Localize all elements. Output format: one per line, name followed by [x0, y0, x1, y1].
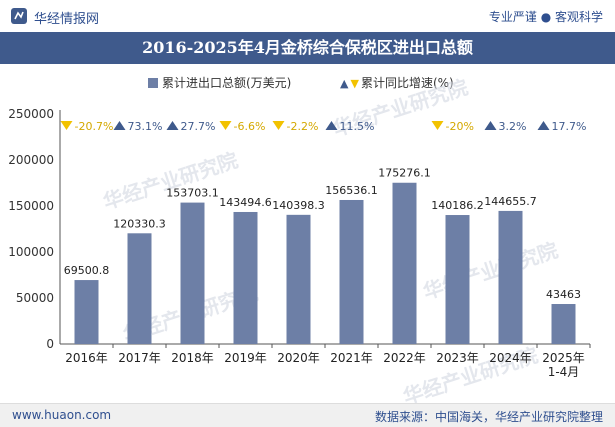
top-bar: 华经情报网 专业严谨 ● 客观科学	[0, 0, 615, 32]
y-tick-label: 200000	[8, 153, 54, 167]
bar-value-label: 156536.1	[325, 184, 378, 197]
growth-down-marker	[219, 121, 232, 130]
x-tick-label-line: 2018年	[171, 351, 214, 365]
x-tick-label: 2020年	[277, 351, 320, 365]
bar-value-label: 140398.3	[272, 199, 325, 212]
growth-label: -20.7%	[75, 120, 114, 133]
bar-value-label: 153703.1	[166, 187, 219, 200]
bar	[445, 215, 470, 344]
triangle-up-icon: ▲	[340, 77, 349, 90]
bar-value-label: 143494.6	[219, 196, 272, 209]
logo-icon	[11, 8, 27, 24]
growth-up-marker	[484, 121, 497, 130]
bar	[127, 233, 152, 344]
y-tick-label: 100000	[8, 245, 54, 259]
x-tick-label-line: 2020年	[277, 351, 320, 365]
x-tick-label: 2018年	[171, 351, 214, 365]
x-tick-label: 2017年	[118, 351, 161, 365]
legend-growth-label: 累计同比增速(%)	[360, 76, 454, 90]
growth-label: -20%	[446, 120, 474, 133]
growth-down-marker	[60, 121, 73, 130]
x-tick-label: 2023年	[436, 351, 479, 365]
bar	[286, 214, 311, 344]
x-tick-label-line: 2023年	[436, 351, 479, 365]
growth-label: 27.7%	[181, 120, 216, 133]
x-tick-label: 2025年 1-4月	[542, 351, 585, 379]
x-tick-label-line: 2019年	[224, 351, 267, 365]
footer-source: 数据来源：中国海关，华经产业研究院整理	[374, 410, 603, 424]
bar	[233, 211, 258, 344]
growth-up-marker	[113, 121, 126, 130]
x-tick-label: 2022年	[383, 351, 426, 365]
legend: 累计进出口总额(万美元) ▲ ▼ 累计同比增速(%)	[0, 72, 615, 92]
growth-label: -6.6%	[234, 120, 266, 133]
legend-item-bars: 累计进出口总额(万美元)	[148, 74, 291, 91]
bar-value-label: 140186.2	[431, 199, 484, 212]
x-tick-label-line: 1-4月	[548, 365, 580, 379]
y-tick-label: 50000	[16, 291, 54, 305]
x-tick-label: 2019年	[224, 351, 267, 365]
bar-value-label: 43463	[546, 288, 581, 301]
legend-bar-label: 累计进出口总额(万美元)	[162, 76, 292, 90]
growth-up-marker	[325, 121, 338, 130]
brand-name: 华经情报网	[34, 12, 100, 27]
tagline: 专业严谨 ● 客观科学	[488, 10, 603, 24]
growth-up-marker	[166, 121, 179, 130]
growth-down-marker	[272, 121, 285, 130]
bar-swatch-icon	[148, 78, 158, 88]
y-tick-label: 0	[46, 337, 54, 351]
x-tick-label-line: 2021年	[330, 351, 373, 365]
growth-down-marker	[431, 121, 444, 130]
bar	[498, 210, 523, 344]
footer: www.huaon.com 数据来源：中国海关，华经产业研究院整理	[0, 403, 615, 427]
bar-value-label: 69500.8	[64, 264, 110, 277]
legend-item-growth: ▲ ▼ 累计同比增速(%)	[340, 74, 454, 91]
chart-title: 2016-2025年4月金桥综合保税区进出口总额	[0, 32, 615, 64]
triangle-down-icon: ▼	[350, 77, 359, 90]
bar-value-label: 144655.7	[484, 195, 537, 208]
growth-label: 3.2%	[499, 120, 527, 133]
bar-value-label: 175276.1	[378, 167, 431, 180]
bar	[551, 304, 576, 344]
footer-url[interactable]: www.huaon.com	[12, 408, 112, 422]
bar	[392, 182, 417, 344]
bar-value-label: 120330.3	[113, 217, 166, 230]
x-tick-label: 2021年	[330, 351, 373, 365]
bar	[74, 280, 99, 344]
x-tick-label: 2024年	[489, 351, 532, 365]
x-tick-label-line: 2025年	[542, 351, 585, 365]
y-tick-label: 250000	[8, 107, 54, 121]
x-tick-label-line: 2022年	[383, 351, 426, 365]
bar	[180, 202, 205, 344]
growth-up-marker	[537, 121, 550, 130]
y-tick-label: 150000	[8, 199, 54, 213]
growth-label: 17.7%	[552, 120, 587, 133]
x-tick-label-line: 2024年	[489, 351, 532, 365]
x-tick-label-line: 2016年	[65, 351, 108, 365]
x-tick-label: 2016年	[65, 351, 108, 365]
growth-label: 73.1%	[128, 120, 163, 133]
bar	[339, 199, 364, 344]
growth-label: 11.5%	[340, 120, 375, 133]
growth-label: -2.2%	[287, 120, 319, 133]
x-tick-label-line: 2017年	[118, 351, 161, 365]
